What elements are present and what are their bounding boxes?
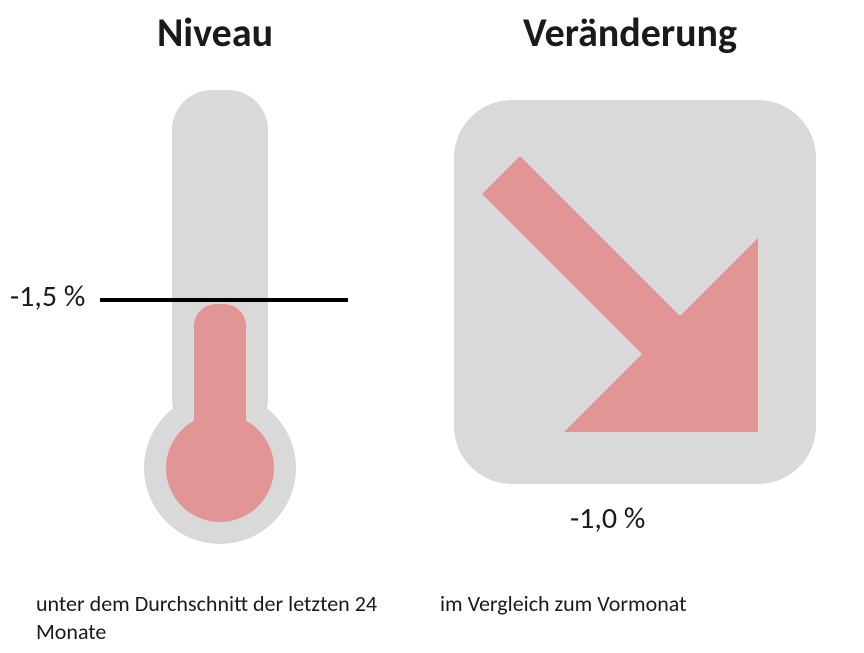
thermo-bulb-fill bbox=[166, 414, 274, 522]
veraenderung-caption: im Vergleich zum Vormonat bbox=[440, 590, 840, 618]
niveau-heading: Niveau bbox=[85, 8, 345, 57]
change-panel-svg bbox=[450, 96, 820, 488]
niveau-caption: unter dem Durchschnitt der letzten 24 Mo… bbox=[36, 590, 396, 645]
change-panel bbox=[450, 96, 820, 488]
niveau-value: -1,5 % bbox=[10, 278, 85, 315]
thermometer-svg bbox=[100, 82, 390, 562]
infographic-canvas: Niveau -1,5 % unter dem Durchschnitt der… bbox=[0, 0, 864, 653]
thermometer-chart bbox=[100, 82, 390, 562]
veraenderung-heading: Veränderung bbox=[450, 8, 810, 57]
veraenderung-value: -1,0 % bbox=[570, 500, 645, 537]
